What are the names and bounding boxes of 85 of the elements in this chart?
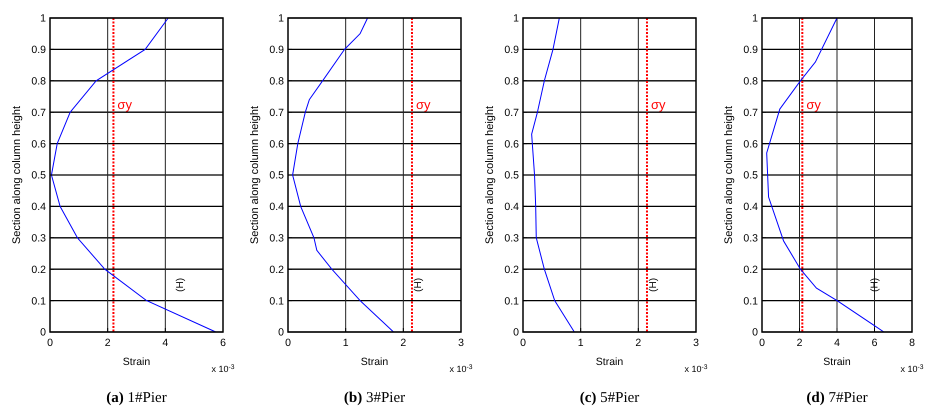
y-tick-label: 0.6 <box>31 138 46 150</box>
y-tick-label: 0.7 <box>269 106 284 119</box>
y-tick-label: 0.8 <box>31 75 46 88</box>
y-tick-label: 0.9 <box>743 44 758 56</box>
line-series <box>50 18 216 332</box>
ref-line-label: σy <box>117 97 132 112</box>
x-axis-title: Strain <box>823 356 851 368</box>
text: x 10$^{-3}$ <box>449 364 473 374</box>
y-tick-label: 0.2 <box>31 264 46 276</box>
x-tick-label: 2 <box>104 337 111 349</box>
y-tick-label: 0.7 <box>504 106 520 119</box>
line-series <box>531 18 575 332</box>
y-tick-label: 0.5 <box>743 170 758 182</box>
text: x 10$^{-3}$ <box>684 364 708 374</box>
x-tick-label: 2 <box>635 337 642 349</box>
text: (b) 3#Pier <box>344 390 406 406</box>
y-tick-label: 0.8 <box>269 75 284 88</box>
text: x 10$^{-3}$ <box>211 364 235 374</box>
y-axis-title: Section along column height <box>723 106 735 244</box>
x-tick-label: 4 <box>162 337 168 349</box>
annotation: (H) <box>175 278 186 292</box>
y-axis-title: Section along column height <box>249 106 261 244</box>
ref-line-label: σy <box>416 97 432 112</box>
y-tick-label: 0 <box>752 326 758 339</box>
x-axis-title: Strain <box>122 356 150 368</box>
y-tick-label: 0.4 <box>31 201 46 214</box>
annotation: (H) <box>648 278 660 292</box>
y-tick-label: 0.1 <box>269 295 284 308</box>
y-tick-label: 0 <box>40 326 46 339</box>
y-tick-label: 0.7 <box>743 106 758 119</box>
x-tick-label: 3 <box>458 337 464 349</box>
y-tick-label: 0.3 <box>743 232 758 244</box>
line-series <box>766 18 884 332</box>
x-axis-title: Strain <box>596 356 624 368</box>
y-tick-label: 0.5 <box>269 170 284 182</box>
y-tick-label: 0.6 <box>504 138 520 150</box>
y-tick-label: 0.8 <box>504 75 520 88</box>
ref-line-label: σy <box>650 97 666 112</box>
text: (d) 7#Pier <box>806 390 868 406</box>
y-tick-label: 1 <box>40 12 46 25</box>
x-tick-label: 1 <box>578 337 584 349</box>
y-tick-label: 0.8 <box>743 75 758 88</box>
x-tick-label: 1 <box>342 337 349 349</box>
y-tick-label: 0.9 <box>31 44 46 56</box>
ref-line-label: σy <box>806 97 822 112</box>
text: (a) 1#Pier <box>106 390 167 406</box>
y-tick-label: 1 <box>278 12 284 25</box>
y-tick-label: 0.2 <box>269 264 284 276</box>
y-tick-label: 0.2 <box>504 264 520 276</box>
y-tick-label: 0.9 <box>504 44 520 56</box>
y-tick-label: 0.2 <box>743 264 758 276</box>
x-tick-label: 4 <box>834 337 840 349</box>
y-tick-label: 0.9 <box>269 44 284 56</box>
y-tick-label: 0.6 <box>269 138 284 150</box>
y-tick-label: 0.3 <box>269 232 284 244</box>
y-tick-label: 0.4 <box>743 201 758 214</box>
y-tick-label: 0.5 <box>31 170 46 182</box>
y-tick-label: 1 <box>513 12 520 25</box>
x-axis-title: Strain <box>360 356 388 368</box>
y-tick-label: 0.1 <box>504 295 520 308</box>
y-tick-label: 0.7 <box>31 106 46 119</box>
y-tick-label: 0 <box>278 326 284 339</box>
y-tick-label: 0.4 <box>269 201 284 214</box>
annotation: (H) <box>870 278 880 292</box>
y-tick-label: 0.6 <box>743 138 758 150</box>
line-series <box>292 18 394 332</box>
y-tick-label: 1 <box>752 12 758 25</box>
x-tick-label: 6 <box>220 337 226 349</box>
annotation: (H) <box>413 278 424 292</box>
x-tick-label: 3 <box>693 337 700 349</box>
y-tick-label: 0.5 <box>504 170 520 182</box>
x-tick-label: 2 <box>400 337 406 349</box>
y-tick-label: 0.1 <box>743 295 758 308</box>
y-tick-label: 0.3 <box>504 232 520 244</box>
x-tick-label: 8 <box>909 337 916 349</box>
y-tick-label: 0 <box>513 326 520 339</box>
text: (c) 5#Pier <box>580 390 640 406</box>
text: x 10$^{-3}$ <box>900 364 924 374</box>
y-tick-label: 0.4 <box>504 201 520 214</box>
y-axis-title: Section along column height <box>484 106 496 244</box>
y-tick-label: 0.1 <box>31 295 46 308</box>
y-tick-label: 0.3 <box>31 232 46 244</box>
x-tick-label: 2 <box>796 337 803 349</box>
x-tick-label: 6 <box>872 337 878 349</box>
y-axis-title: Section along column height <box>11 106 23 244</box>
